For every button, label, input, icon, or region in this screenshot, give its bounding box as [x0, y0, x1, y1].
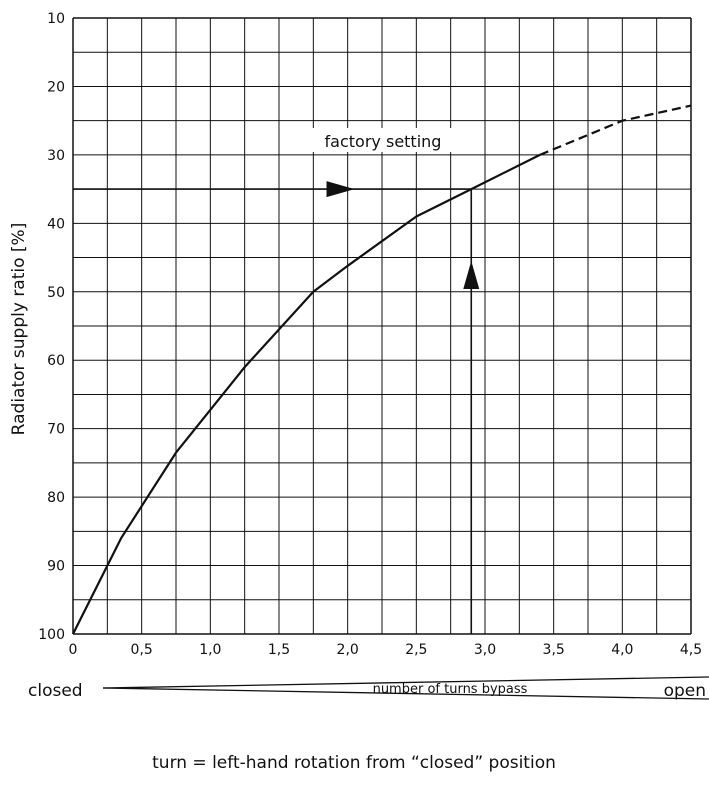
- scale-wedge-bottom: [102, 687, 709, 700]
- factory-setting-label-bg: [308, 128, 458, 152]
- x-tick-label: 2,0: [337, 642, 359, 658]
- x-tick-label: 0,5: [131, 642, 153, 658]
- chart-grid: [72, 17, 692, 635]
- y-tick-label: 40: [47, 216, 65, 232]
- x-tick-label: 0: [69, 642, 78, 658]
- scale-closed-label: closed: [28, 681, 83, 701]
- y-tick-label: 80: [47, 490, 65, 506]
- x-tick-label: 2,5: [405, 642, 427, 658]
- y-tick-label: 90: [47, 559, 65, 575]
- x-tick-label: 1,5: [268, 642, 290, 658]
- y-axis-label: Radiator supply ratio [%]: [9, 223, 29, 436]
- scale-center-label: number of turns bypass: [373, 682, 528, 697]
- y-tick-label: 20: [47, 79, 65, 95]
- x-tick-label: 1,0: [199, 642, 221, 658]
- y-tick-label: 100: [38, 627, 65, 643]
- turns-scale: closed number of turns bypass open: [28, 676, 709, 701]
- y-tick-label: 50: [47, 285, 65, 301]
- y-tick-label: 60: [47, 353, 65, 369]
- y-tick-label: 30: [47, 148, 65, 164]
- chart-series: [72, 104, 692, 635]
- scale-open-label: open: [664, 681, 706, 701]
- chart-annotations: factory setting: [308, 128, 458, 152]
- scale-wedge-top: [102, 676, 709, 689]
- x-tick-label: 4,5: [680, 642, 702, 658]
- factory-setting-arrow-right: [326, 181, 355, 198]
- factory-setting-label: factory setting: [325, 132, 442, 151]
- curve-dashed: [539, 104, 692, 156]
- y-tick-label: 10: [47, 11, 65, 27]
- y-tick-label: 70: [47, 422, 65, 438]
- x-tick-label: 4,0: [611, 642, 633, 658]
- footnote: turn = left-hand rotation from “closed” …: [152, 753, 556, 773]
- x-tick-label: 3,5: [543, 642, 565, 658]
- factory-setting-arrow-up: [463, 260, 480, 289]
- curve-solid: [72, 153, 541, 635]
- x-tick-label: 3,0: [474, 642, 496, 658]
